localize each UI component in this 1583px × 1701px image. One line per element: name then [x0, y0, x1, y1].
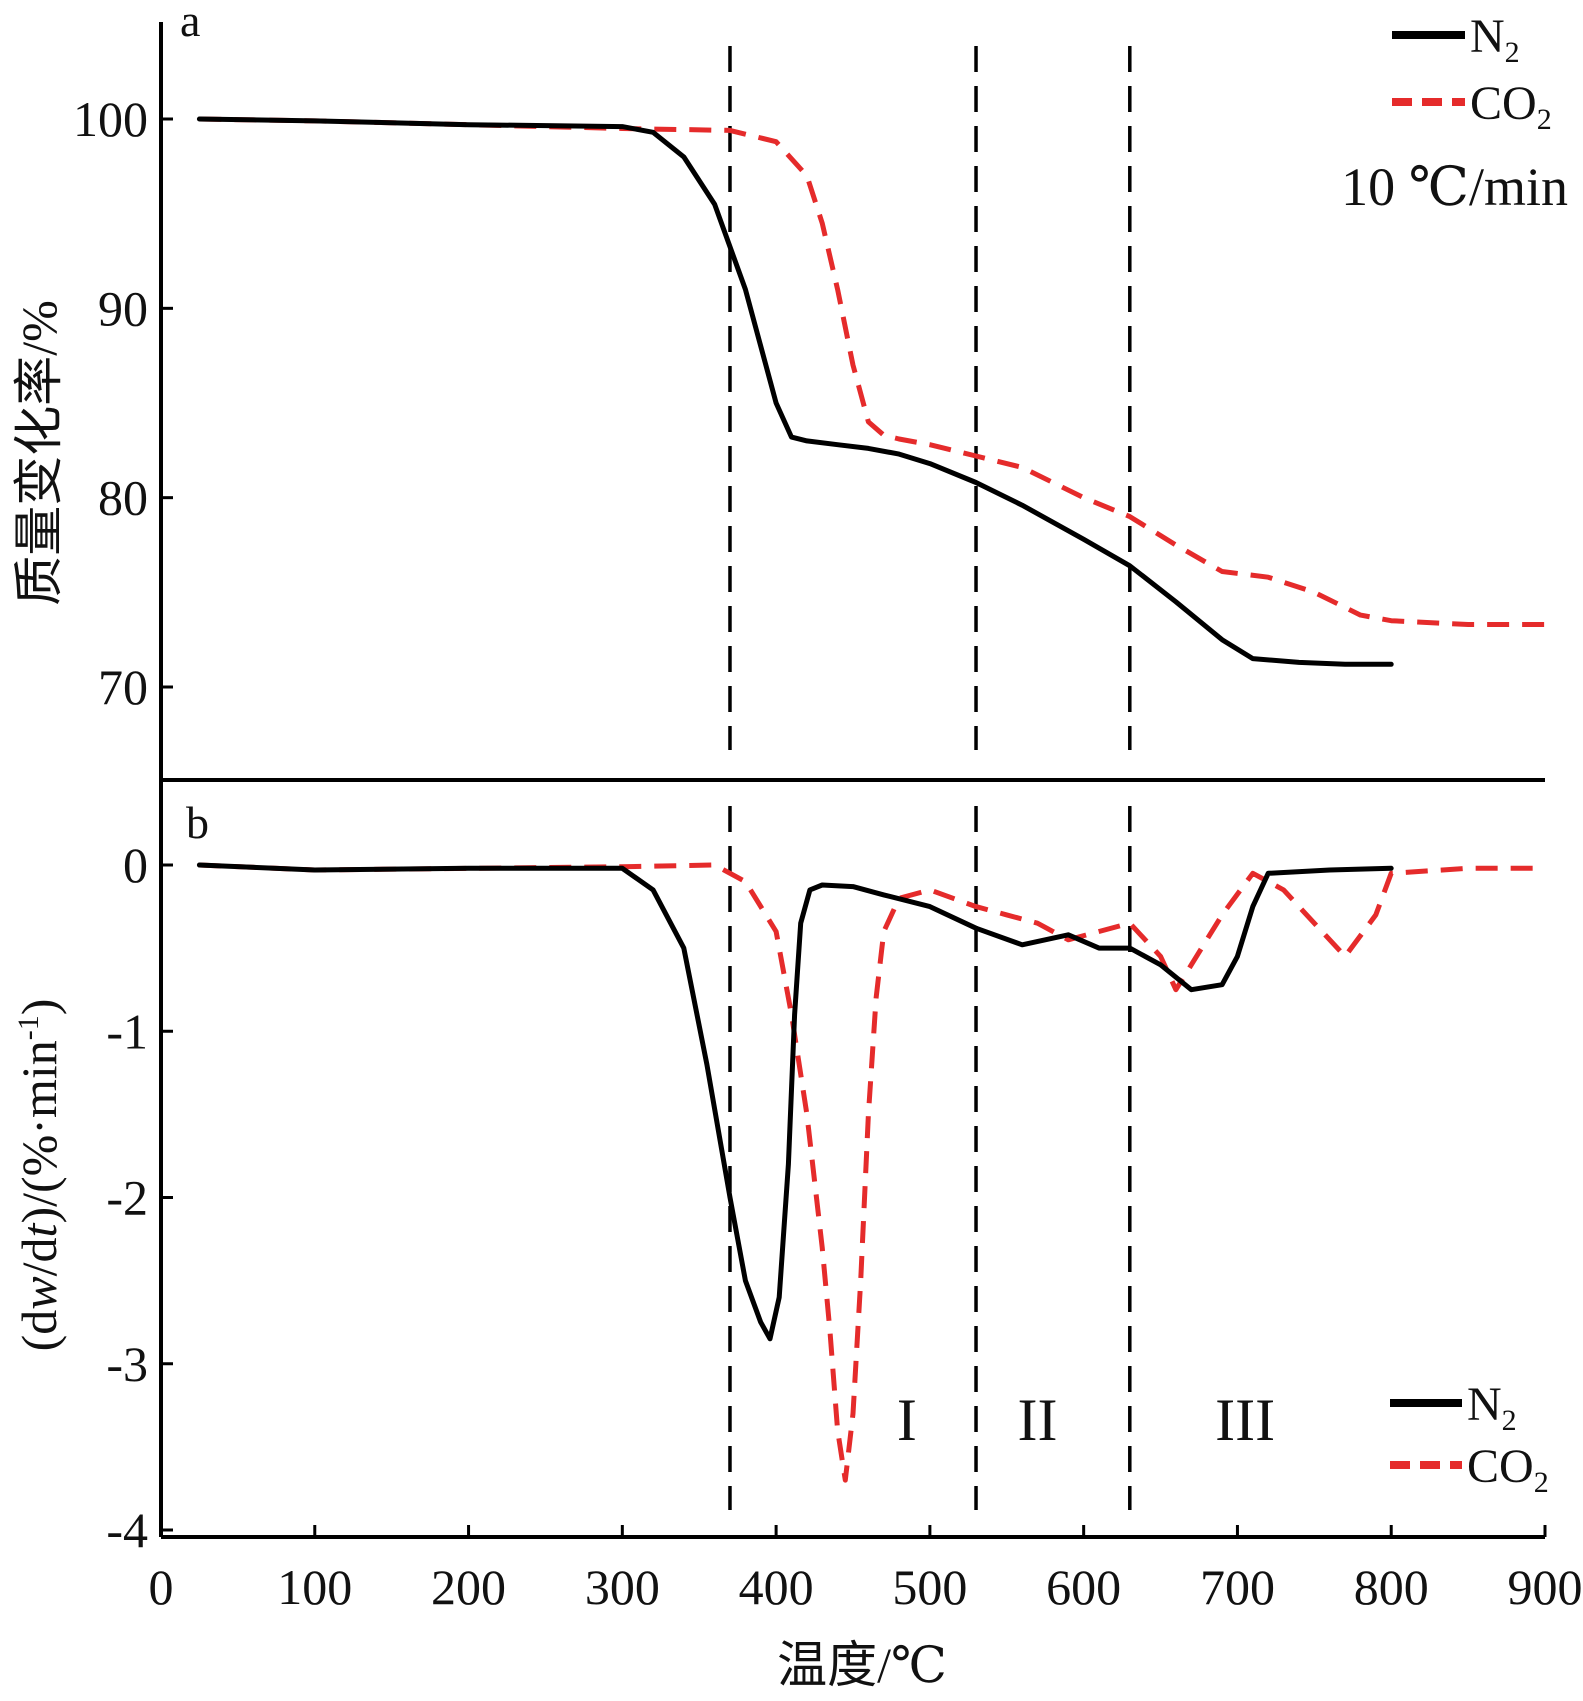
x-tick-label: 300 — [585, 1559, 660, 1615]
x-tick-label: 600 — [1046, 1559, 1121, 1615]
panel-b-label: b — [186, 797, 209, 848]
x-tick-label: 0 — [149, 1559, 174, 1615]
panel-a-ylabel: 质量变化率/% — [11, 300, 67, 606]
x-tick-label: 900 — [1508, 1559, 1583, 1615]
x-axis-title: 温度/℃ — [777, 1637, 947, 1693]
yb-tick-label: -4 — [106, 1502, 148, 1558]
legend-b: N2 CO2 — [1390, 1378, 1549, 1499]
series-lines — [196, 116, 1545, 1483]
legend-a-co2-label: CO2 — [1470, 77, 1552, 136]
tick-marks — [159, 117, 1547, 1537]
region-label-ii: II — [1018, 1387, 1058, 1453]
heating-rate-note: 10 ℃/min — [1341, 157, 1568, 217]
legend-a: N2 CO2 — [1392, 10, 1552, 136]
panel-a-series-co2 — [199, 116, 1545, 627]
x-tick-label: 200 — [431, 1559, 506, 1615]
panel-b-ylabel: (dw/dt)/(%·min-1) — [11, 999, 67, 1352]
ya-tick-label: 70 — [98, 659, 148, 715]
yb-tick-label: 0 — [123, 837, 148, 893]
legend-b-n2-label: N2 — [1467, 1378, 1517, 1437]
ya-tick-label: 100 — [73, 91, 148, 147]
legend-b-co2-label: CO2 — [1467, 1440, 1549, 1499]
tick-labels: 0 100 200 300 400 500 600 700 800 900 70 80 90 100 -4 -… — [73, 91, 1583, 1615]
region-label-iii: III — [1215, 1387, 1275, 1453]
yb-tick-label: -2 — [106, 1170, 148, 1226]
x-tick-label: 800 — [1354, 1559, 1429, 1615]
ya-tick-label: 80 — [98, 470, 148, 526]
panel-b-series-n2 — [196, 862, 1394, 1342]
x-tick-label: 500 — [892, 1559, 967, 1615]
panel-b-series-co2 — [199, 862, 1545, 1483]
yb-tick-label: -3 — [106, 1336, 148, 1392]
region-labels: I II III — [897, 1387, 1275, 1453]
panel-a-series-n2 — [196, 116, 1394, 667]
region-label-i: I — [897, 1387, 917, 1453]
x-tick-label: 100 — [277, 1559, 352, 1615]
x-tick-label: 700 — [1200, 1559, 1275, 1615]
panel-a-label: a — [180, 0, 200, 46]
ya-tick-label: 90 — [98, 280, 148, 336]
legend-a-n2-label: N2 — [1470, 10, 1520, 69]
yb-tick-label: -1 — [106, 1003, 148, 1059]
x-tick-label: 400 — [739, 1559, 814, 1615]
